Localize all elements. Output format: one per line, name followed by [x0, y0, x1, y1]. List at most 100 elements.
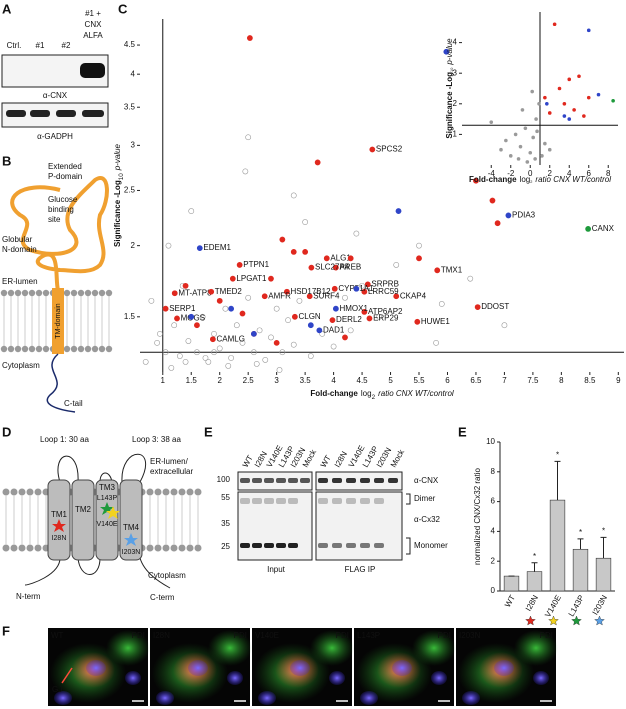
blot-label: α-CNX [43, 91, 68, 100]
x-tick-label: 9 [616, 376, 621, 385]
stain [310, 630, 354, 666]
lipid [162, 544, 170, 552]
lane-label: #1 + [85, 9, 101, 18]
band [318, 478, 328, 483]
stain-label: PDI [438, 631, 451, 640]
lipid [63, 345, 71, 353]
panel-letter: A [2, 1, 12, 16]
lipid [170, 544, 178, 552]
point [562, 114, 567, 118]
lipid [194, 488, 202, 496]
point [216, 345, 223, 352]
point [489, 197, 496, 204]
point [473, 177, 479, 184]
axis-title-part: p-value [113, 143, 122, 171]
lipid [42, 345, 50, 353]
lipid [7, 289, 15, 297]
x-tick-label: 0 [528, 169, 533, 178]
x-tick-label: 7.5 [527, 376, 539, 385]
point [285, 317, 291, 324]
blot-label: Dimer [414, 494, 436, 503]
band [264, 498, 274, 504]
x-tick-label: L143P [567, 594, 586, 619]
lipid [105, 289, 113, 297]
point [262, 357, 269, 363]
point [474, 304, 481, 311]
point [250, 349, 257, 356]
point [228, 305, 235, 312]
point [307, 322, 314, 329]
nucleus [125, 671, 141, 685]
lipid [34, 544, 42, 552]
y-tick-label: 2 [491, 556, 496, 565]
nucleus [329, 671, 345, 685]
x-tick-label: -4 [488, 169, 496, 178]
point [199, 313, 206, 320]
point [279, 349, 286, 356]
point [157, 330, 163, 337]
point [253, 360, 260, 367]
point-label: SPCS2 [376, 145, 403, 154]
axis-title-part: Significance -Log [445, 72, 454, 139]
point [290, 341, 297, 348]
x-tick-label: 3 [274, 376, 279, 385]
point [194, 322, 200, 329]
annotation: GJ [52, 685, 62, 694]
point [261, 293, 268, 300]
blot-label: α-Cx32 [414, 515, 441, 524]
point [416, 255, 422, 262]
annotation: site [48, 215, 61, 224]
x-tick-label: V140E [543, 594, 563, 619]
point-label: AMFR [268, 291, 291, 300]
lipid [10, 488, 18, 496]
point [369, 146, 376, 153]
band [240, 498, 250, 504]
point [196, 245, 203, 252]
point-label: HUWE1 [421, 317, 450, 326]
point [225, 362, 232, 369]
point-label: PTPN1 [243, 260, 269, 269]
point-label: SURF4 [313, 291, 340, 300]
axis-title-part: ratio CNX WT/control [378, 389, 454, 398]
point [376, 313, 383, 320]
x-tick-label: 4 [567, 169, 572, 178]
nucleus [54, 691, 72, 705]
y-tick-label: 2.5 [124, 186, 136, 195]
point [543, 141, 547, 146]
point [525, 160, 530, 164]
annotation: Extended [48, 162, 82, 171]
point [302, 249, 309, 255]
axis-title: Significance -Log10 p-value [445, 38, 454, 139]
point [562, 102, 567, 106]
point [171, 290, 178, 297]
y-tick-label: 2 [453, 99, 458, 108]
lane-label: I28N [333, 450, 349, 469]
point [552, 22, 557, 27]
point [545, 102, 549, 106]
blot-label: Monomer [414, 541, 448, 550]
point [393, 293, 400, 300]
point [523, 126, 528, 131]
point [537, 102, 541, 106]
lane-label: CNX [85, 20, 103, 29]
band [360, 543, 370, 548]
point [572, 108, 576, 112]
stain [106, 630, 150, 666]
point [533, 157, 537, 161]
point [308, 264, 315, 271]
lipid [98, 289, 106, 297]
lipid [91, 345, 99, 353]
point [499, 147, 503, 152]
x-tick-label: 2 [217, 376, 222, 385]
point [290, 249, 297, 255]
point-label: LPGAT1 [236, 274, 267, 283]
point [188, 313, 195, 320]
point [467, 275, 474, 282]
lipid [2, 488, 10, 496]
point [557, 86, 562, 91]
x-tick-label: 7 [502, 376, 507, 385]
mutation-label: V140E [96, 521, 117, 528]
lipid [18, 488, 26, 496]
mutation-star [124, 533, 138, 546]
